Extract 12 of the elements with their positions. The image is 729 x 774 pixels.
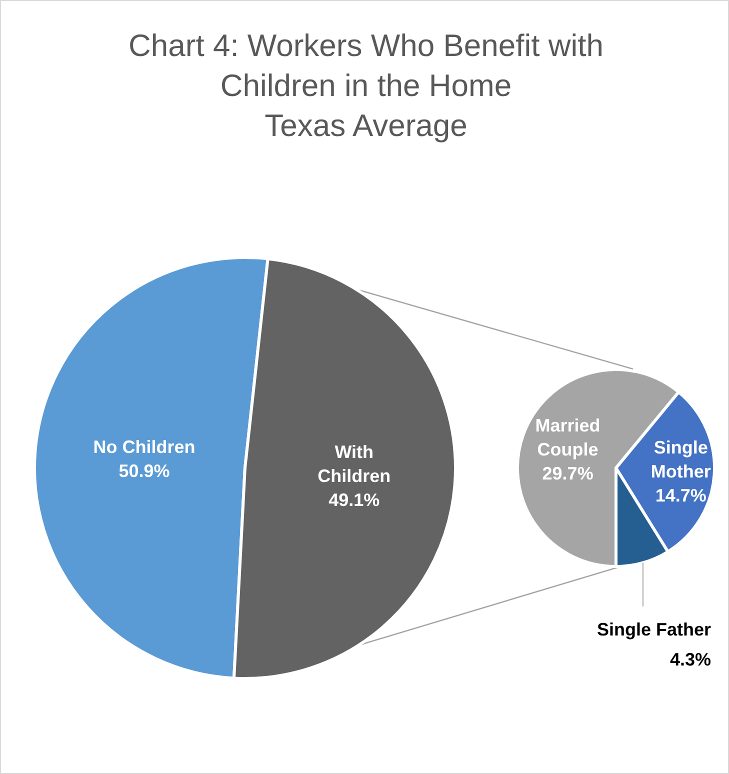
data-label: 50.9% bbox=[118, 460, 170, 481]
slice-label: Single Father bbox=[596, 619, 711, 640]
data-label: 14.7% bbox=[655, 485, 706, 506]
data-label: 49.1% bbox=[328, 490, 380, 510]
slice-label: No Children bbox=[93, 436, 196, 457]
slice-label: Married Couple bbox=[535, 416, 600, 460]
chart-subtitle: Texas Average bbox=[264, 107, 468, 145]
data-label: 4.3% bbox=[670, 649, 711, 670]
slice-label: With Children bbox=[318, 442, 391, 486]
slice-label: Single Mother bbox=[650, 437, 711, 482]
data-label: 29.7% bbox=[542, 464, 594, 484]
chart-title: Chart 4: Workers Who Benefit with Children in the Home bbox=[128, 27, 604, 105]
